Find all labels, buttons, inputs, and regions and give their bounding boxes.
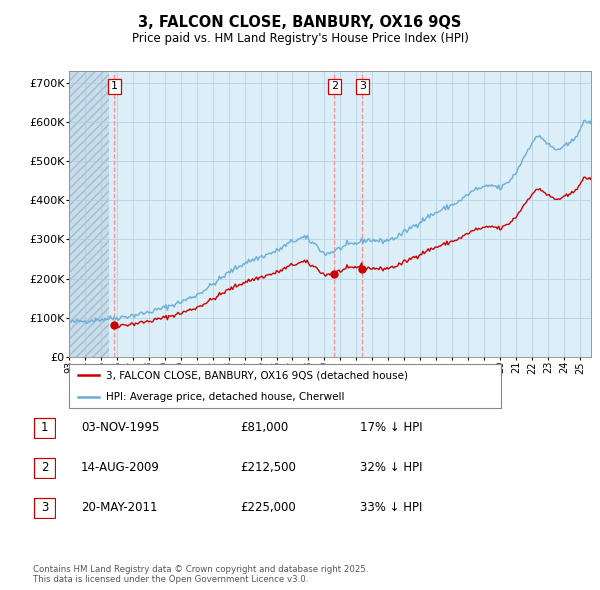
- Text: 20-MAY-2011: 20-MAY-2011: [81, 502, 157, 514]
- Text: 14-AUG-2009: 14-AUG-2009: [81, 461, 160, 474]
- Text: 3, FALCON CLOSE, BANBURY, OX16 9QS: 3, FALCON CLOSE, BANBURY, OX16 9QS: [139, 15, 461, 30]
- Text: Price paid vs. HM Land Registry's House Price Index (HPI): Price paid vs. HM Land Registry's House …: [131, 32, 469, 45]
- Text: £225,000: £225,000: [240, 502, 296, 514]
- Text: 3: 3: [41, 502, 48, 514]
- Text: 17% ↓ HPI: 17% ↓ HPI: [360, 421, 422, 434]
- Text: 2: 2: [331, 81, 338, 91]
- Text: 33% ↓ HPI: 33% ↓ HPI: [360, 502, 422, 514]
- Text: Contains HM Land Registry data © Crown copyright and database right 2025.
This d: Contains HM Land Registry data © Crown c…: [33, 565, 368, 584]
- Text: £212,500: £212,500: [240, 461, 296, 474]
- Text: 03-NOV-1995: 03-NOV-1995: [81, 421, 160, 434]
- Text: 3: 3: [359, 81, 366, 91]
- Text: 32% ↓ HPI: 32% ↓ HPI: [360, 461, 422, 474]
- Text: 2: 2: [41, 461, 48, 474]
- Bar: [69, 71, 109, 357]
- Text: £81,000: £81,000: [240, 421, 288, 434]
- Text: HPI: Average price, detached house, Cherwell: HPI: Average price, detached house, Cher…: [106, 392, 344, 402]
- Text: 1: 1: [111, 81, 118, 91]
- Text: 1: 1: [41, 421, 48, 434]
- Text: 3, FALCON CLOSE, BANBURY, OX16 9QS (detached house): 3, FALCON CLOSE, BANBURY, OX16 9QS (deta…: [106, 370, 408, 380]
